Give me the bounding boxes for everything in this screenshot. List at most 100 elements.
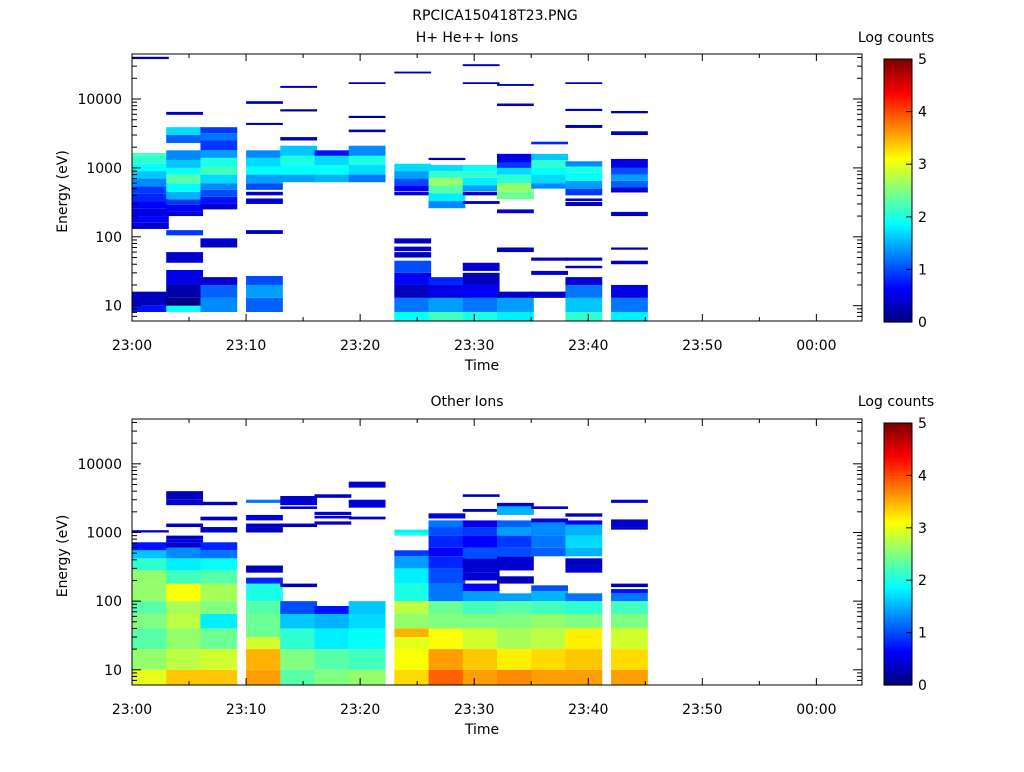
colorbar-tick-label: 4 bbox=[918, 468, 927, 484]
colorbar-segment bbox=[884, 682, 912, 686]
colorbar-segment bbox=[884, 80, 912, 84]
heatmap-cell bbox=[314, 521, 352, 525]
colorbar-segment bbox=[884, 264, 912, 268]
y-axis-label: Energy (eV) bbox=[55, 150, 71, 233]
heatmap-cell bbox=[348, 613, 386, 629]
colorbar-segment bbox=[884, 671, 912, 676]
colorbar-segment bbox=[884, 643, 912, 647]
heatmap-cell bbox=[246, 198, 283, 204]
heatmap-cell bbox=[132, 669, 169, 685]
colorbar-tick-label: 3 bbox=[918, 157, 927, 173]
colorbar-tick-label: 1 bbox=[918, 626, 927, 642]
colorbar-segment bbox=[884, 564, 912, 568]
colorbar-tick-label: 3 bbox=[918, 521, 927, 537]
heatmap-cell bbox=[200, 501, 238, 506]
heatmap-cell bbox=[166, 204, 204, 212]
heatmap-cell bbox=[428, 513, 466, 519]
heatmap-cell bbox=[565, 649, 603, 670]
heatmap-cell bbox=[611, 312, 648, 321]
colorbar-segment bbox=[884, 574, 912, 579]
heatmap-cell bbox=[200, 196, 238, 204]
heatmap-cell bbox=[611, 158, 648, 168]
heatmap-cell bbox=[497, 153, 534, 163]
heatmap-cell bbox=[565, 82, 603, 85]
colorbar-segment bbox=[884, 177, 912, 181]
colorbar-segment bbox=[884, 580, 912, 584]
x-axis-label: Time bbox=[464, 722, 499, 738]
heatmap-cell bbox=[246, 230, 283, 234]
heatmap-cell bbox=[246, 669, 283, 685]
heatmap-cell bbox=[394, 260, 432, 273]
colorbar-segment bbox=[884, 314, 912, 318]
colorbar-segment bbox=[884, 467, 912, 471]
colorbar-segment bbox=[884, 522, 912, 526]
heatmap-cell bbox=[565, 108, 603, 111]
y-tick-label: 100 bbox=[95, 594, 122, 610]
heatmap-cell bbox=[611, 110, 648, 114]
heatmap-cell bbox=[166, 558, 204, 571]
heatmap-cell bbox=[132, 171, 169, 179]
heatmap-cell bbox=[246, 649, 283, 670]
heatmap-cell bbox=[531, 518, 569, 523]
x-tick-label: 23:30 bbox=[454, 338, 494, 354]
colorbar-segment bbox=[884, 214, 912, 218]
colorbar: 0 1 2 3 4 5 Log counts bbox=[858, 394, 934, 694]
heatmap-cell bbox=[200, 601, 238, 614]
colorbar-segment bbox=[884, 253, 912, 257]
heatmap-cell bbox=[246, 166, 283, 175]
heatmap-cell bbox=[314, 515, 352, 519]
colorbar-segment bbox=[884, 169, 912, 173]
heatmap-cell bbox=[565, 565, 603, 573]
colorbar-segment bbox=[884, 287, 912, 292]
colorbar-segment bbox=[884, 161, 912, 165]
heatmap-cell bbox=[280, 496, 318, 506]
colorbar-segment bbox=[884, 640, 912, 644]
colorbar-segment bbox=[884, 303, 912, 307]
colorbar-segment bbox=[884, 216, 912, 221]
heatmap-cell bbox=[611, 187, 648, 193]
heatmap-cell bbox=[611, 519, 648, 528]
heatmap-cell bbox=[246, 275, 283, 285]
heatmap-cell bbox=[246, 157, 283, 167]
colorbar-segment bbox=[884, 567, 912, 571]
heatmap-cell bbox=[200, 243, 238, 248]
heatmap-cell bbox=[428, 601, 466, 614]
heatmap-cell bbox=[394, 297, 432, 313]
colorbar-segment bbox=[884, 240, 912, 244]
colorbar-segment bbox=[884, 237, 912, 242]
heatmap-cell bbox=[531, 291, 569, 298]
x-tick-label: 23:00 bbox=[112, 338, 152, 354]
heatmap-cell bbox=[166, 230, 204, 236]
heatmap-cell bbox=[394, 628, 432, 638]
y-tick-label: 10 bbox=[104, 299, 122, 315]
colorbar-segment bbox=[884, 203, 912, 207]
heatmap-cell bbox=[531, 535, 569, 548]
heatmap-cell bbox=[246, 613, 283, 638]
heatmap-cell bbox=[166, 535, 204, 540]
heatmap-cell bbox=[200, 174, 238, 184]
heatmap-cell bbox=[166, 305, 204, 313]
colorbar-tick-label: 5 bbox=[918, 416, 927, 432]
colorbar-segment bbox=[884, 485, 912, 490]
colorbar-segment bbox=[884, 103, 912, 107]
heatmap-cell bbox=[280, 669, 318, 685]
colorbar-segment bbox=[884, 172, 912, 176]
heatmap-cell bbox=[246, 122, 283, 125]
heatmap-cell bbox=[314, 613, 352, 629]
heatmap-cell bbox=[531, 153, 569, 161]
heatmap-cell bbox=[531, 160, 569, 168]
heatmap-cell bbox=[348, 82, 386, 85]
heatmap-cell bbox=[462, 583, 500, 592]
heatmap-cell bbox=[280, 155, 318, 166]
heatmap-cell bbox=[200, 558, 238, 571]
colorbar-segment bbox=[884, 488, 912, 492]
heatmap-cell bbox=[428, 201, 466, 209]
heatmap-cell bbox=[497, 535, 534, 548]
heatmap-cell bbox=[246, 191, 283, 196]
colorbar-segment bbox=[884, 61, 912, 65]
heatmap-cell bbox=[394, 163, 432, 172]
heatmap-cell bbox=[428, 157, 466, 161]
heatmap-cell bbox=[132, 550, 169, 559]
heatmap-cell bbox=[394, 185, 432, 192]
colorbar-segment bbox=[884, 185, 912, 189]
